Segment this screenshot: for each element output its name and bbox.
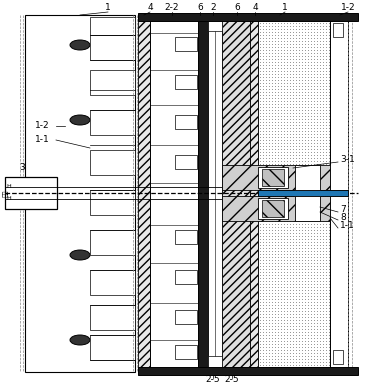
Bar [175,37,197,51]
Text: 1-1: 1-1 [340,222,355,230]
Bar [175,310,197,324]
Bar [258,167,288,188]
Text: 4: 4 [147,3,153,12]
Text: 6: 6 [234,3,240,12]
Ellipse shape [70,40,90,50]
Bar [333,350,343,364]
Text: 7: 7 [340,205,346,215]
Bar [90,190,135,215]
Text: 1-2: 1-2 [35,122,49,130]
Ellipse shape [70,250,90,260]
Text: 2: 2 [210,3,216,12]
Bar [208,15,222,372]
Text: 1: 1 [105,3,111,12]
Text: 3-1: 3-1 [340,156,355,164]
Bar [90,305,135,330]
Bar [333,23,343,37]
Bar [175,345,197,359]
Bar [5,177,57,209]
Bar [90,17,135,35]
Bar [222,196,330,221]
Text: 2-5: 2-5 [225,376,239,384]
Text: 2-5: 2-5 [206,376,220,384]
Bar [295,165,320,190]
Text: 3: 3 [19,164,25,173]
Bar [250,15,258,372]
Bar [258,190,348,196]
Text: 1-2: 1-2 [341,3,355,12]
Bar [90,270,135,295]
Bar [150,15,198,372]
Bar [175,75,197,89]
Bar [90,335,135,360]
Bar [258,198,288,219]
Bar [208,356,222,372]
Text: 2-2: 2-2 [165,3,179,12]
Bar [262,169,284,186]
Ellipse shape [70,335,90,345]
Text: 轴线: 轴线 [3,189,8,197]
Text: H: H [7,185,11,190]
Bar [138,15,150,372]
Bar [138,13,358,21]
Bar [198,15,208,372]
Bar [138,367,358,375]
Bar [208,15,222,31]
Ellipse shape [70,115,90,125]
Bar [295,196,320,221]
Bar [330,15,348,372]
Text: 6: 6 [197,3,203,12]
Text: H: H [7,196,11,201]
Text: 8: 8 [340,213,346,222]
Bar [175,270,197,284]
Bar [175,115,197,129]
Bar [175,230,197,244]
Bar [90,230,135,255]
Bar [262,200,284,217]
Text: 4: 4 [252,3,258,12]
Bar [90,35,135,60]
Text: 1: 1 [282,3,288,12]
Text: 1-1: 1-1 [35,135,49,144]
Bar [90,150,135,175]
Bar [90,70,135,95]
Bar [175,155,197,169]
Bar [25,15,135,372]
Bar [222,165,330,190]
Bar [90,110,135,135]
Bar [258,15,330,372]
Bar [258,190,348,196]
Bar [222,15,250,372]
